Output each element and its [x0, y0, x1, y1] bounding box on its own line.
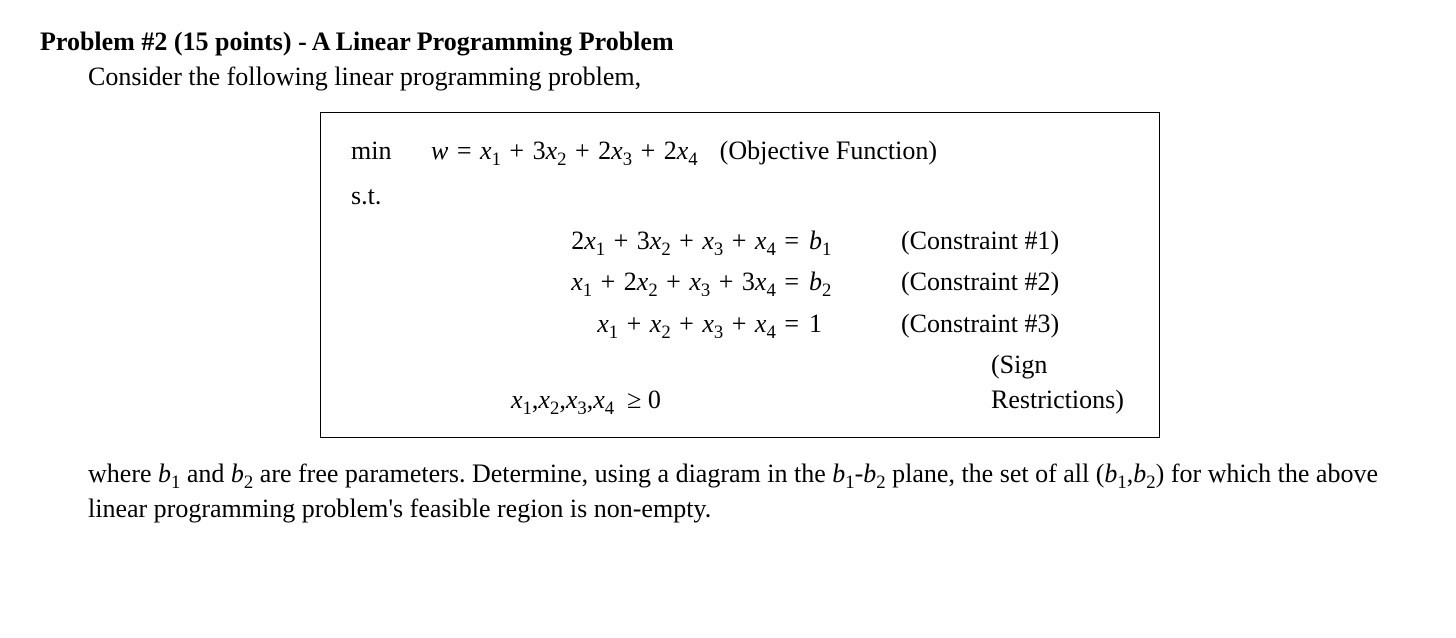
followup-paragraph: where b1 and b2 are free parameters. Det… — [40, 456, 1416, 526]
constraint-2-row: x1 + 2x2 + x3 + 3x4 = b2 (Constraint #2) — [351, 264, 1129, 299]
constraint-3-expression: x1 + x2 + x3 + x4 = — [421, 306, 809, 341]
problem-title: A Linear Programming Problem — [312, 27, 674, 56]
sign-restriction-label: (Sign Restrictions) — [969, 347, 1129, 417]
min-keyword: min — [351, 133, 421, 168]
objective-expression: w = x1 + 3x2 + 2x3 + 2x4 — [421, 133, 698, 168]
problem-header: Problem #2 (15 points) - A Linear Progra… — [40, 24, 1416, 59]
sign-restriction-expression: x1,x2,x3,x4 ≥ 0 — [421, 382, 899, 417]
st-keyword: s.t. — [351, 178, 421, 213]
constraint-3-rhs: 1 — [809, 306, 879, 341]
constraint-1-rhs: b1 — [809, 223, 879, 258]
constraint-2-label: (Constraint #2) — [879, 264, 1129, 299]
constraint-2-rhs: b2 — [809, 264, 879, 299]
constraint-1-row: 2x1 + 3x2 + x3 + x4 = b1 (Constraint #1) — [351, 223, 1129, 258]
followup-text-1: where — [88, 459, 158, 488]
objective-row: min w = x1 + 3x2 + 2x3 + 2x4 (Objective … — [351, 133, 1129, 168]
sign-restriction-row: x1,x2,x3,x4 ≥ 0 (Sign Restrictions) — [351, 347, 1129, 417]
lp-problem-box: min w = x1 + 3x2 + 2x3 + 2x4 (Objective … — [320, 112, 1160, 438]
constraint-3-row: x1 + x2 + x3 + x4 = 1 (Constraint #3) — [351, 306, 1129, 341]
problem-number: Problem #2 (15 points) - — [40, 27, 312, 56]
followup-text-4: plane, the set of all — [886, 459, 1096, 488]
subject-to-row: s.t. — [351, 178, 1129, 213]
constraint-3-label: (Constraint #3) — [879, 306, 1129, 341]
constraint-1-label: (Constraint #1) — [879, 223, 1129, 258]
constraint-2-expression: x1 + 2x2 + x3 + 3x4 = — [421, 264, 809, 299]
objective-label: (Objective Function) — [698, 133, 1129, 168]
followup-text-3: are free parameters. Determine, using a … — [253, 459, 832, 488]
constraint-1-expression: 2x1 + 3x2 + x3 + x4 = — [421, 223, 809, 258]
intro-text: Consider the following linear programmin… — [40, 59, 1416, 94]
followup-text-2: and — [180, 459, 231, 488]
